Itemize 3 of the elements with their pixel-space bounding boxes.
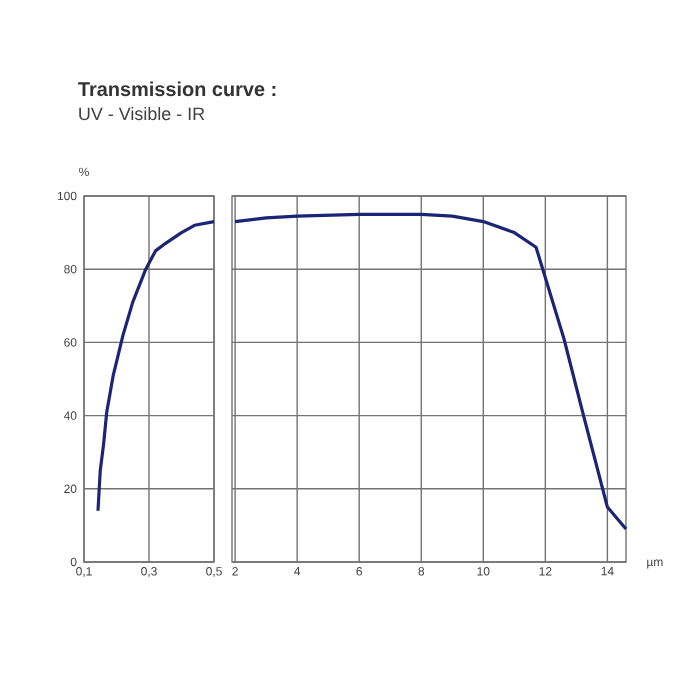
- chart-subtitle: UV - Visible - IR: [79, 106, 205, 121]
- line-series: [96, 220, 216, 513]
- chart-title: Transmission curve :: [78, 81, 276, 97]
